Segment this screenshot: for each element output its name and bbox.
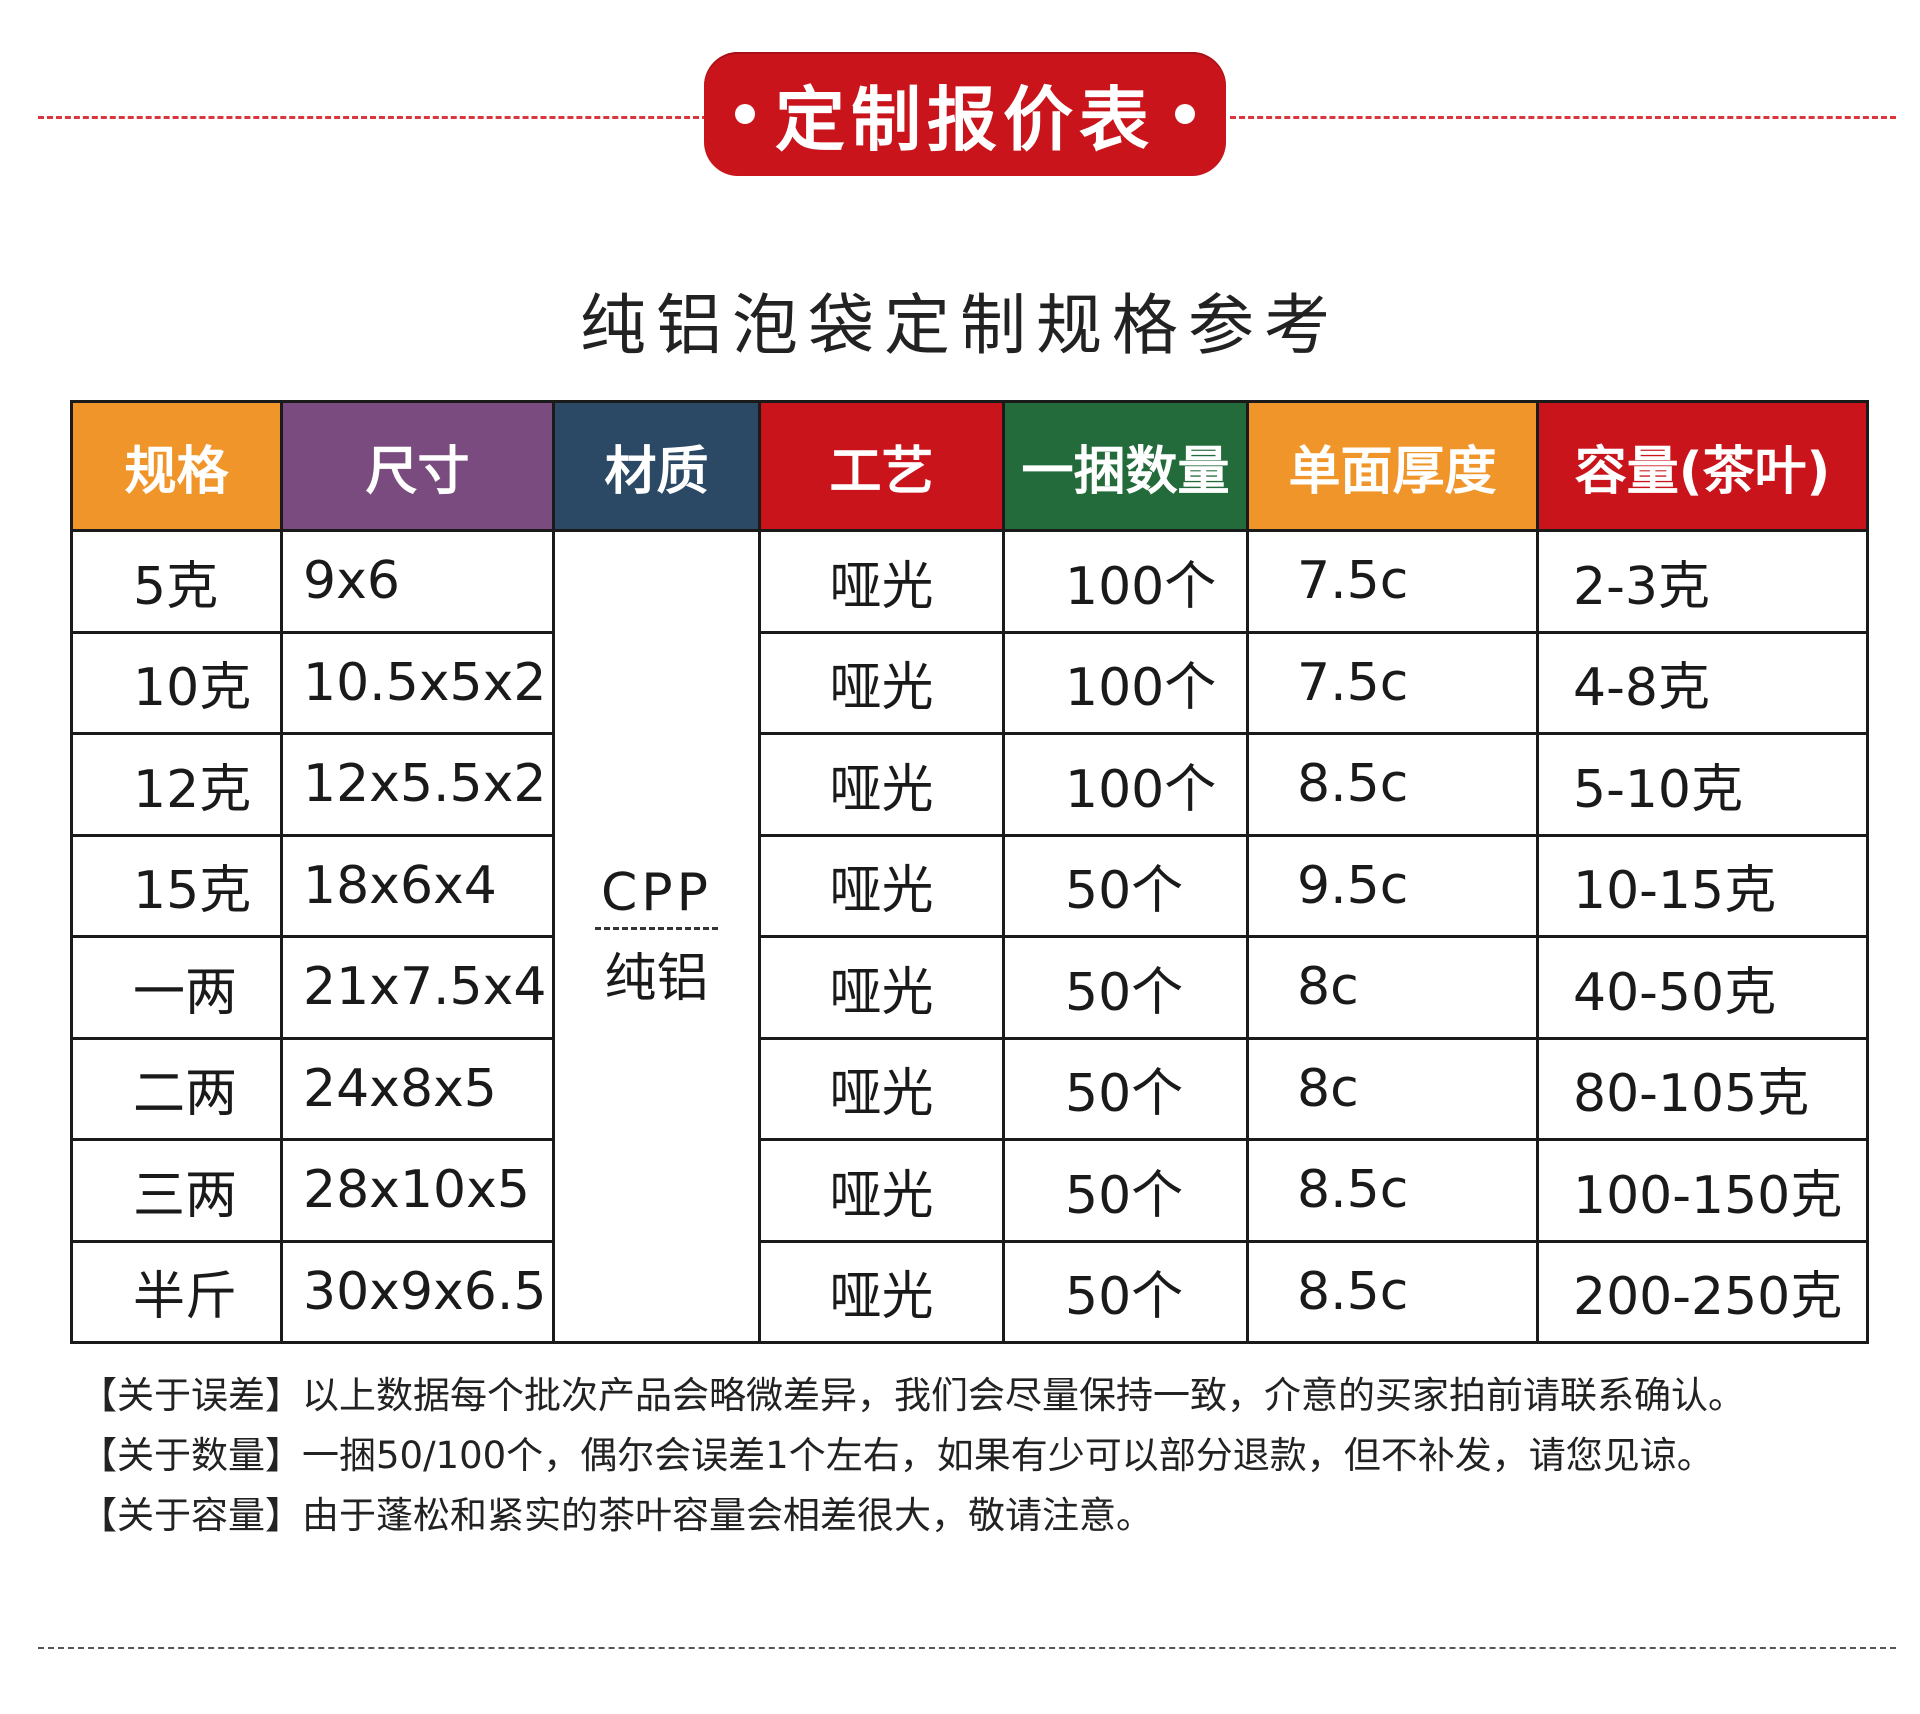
- cell-capacity: 200-250克: [1536, 1239, 1869, 1344]
- banner-title: 定制报价表: [775, 78, 1155, 161]
- cell-size: 28x10x5: [280, 1138, 555, 1243]
- cell-craft: 哑光: [758, 732, 1005, 837]
- header-material: 材质: [552, 400, 761, 532]
- cell-size: 10.5x5x2: [280, 630, 555, 735]
- cell-craft: 哑光: [758, 1036, 1005, 1141]
- cell-thickness: 8c: [1246, 1036, 1539, 1141]
- cell-spec: 5克: [70, 529, 283, 634]
- cell-size: 21x7.5x4: [280, 935, 555, 1040]
- spec-reference-title: 纯铝泡袋定制规格参考: [580, 287, 1340, 364]
- table-row: 10克 10.5x5x2 哑光 100个 7.5c 4-8克: [70, 630, 1869, 735]
- header-thickness: 单面厚度: [1246, 400, 1539, 532]
- cell-capacity: 10-15克: [1536, 833, 1869, 938]
- cell-size: 18x6x4: [280, 833, 555, 938]
- cell-quantity: 100个: [1002, 630, 1249, 735]
- bottom-divider: [38, 1647, 1896, 1649]
- cell-material: CPP 纯铝: [552, 529, 761, 1344]
- top-divider-left: [38, 116, 708, 119]
- cell-capacity: 2-3克: [1536, 529, 1869, 634]
- cell-capacity: 100-150克: [1536, 1138, 1869, 1243]
- cell-quantity: 100个: [1002, 732, 1249, 837]
- header-craft: 工艺: [758, 400, 1005, 532]
- cell-quantity: 50个: [1002, 1138, 1249, 1243]
- material-bottom: 纯铝: [604, 948, 709, 1009]
- cell-thickness: 8.5c: [1246, 1239, 1539, 1344]
- cell-quantity: 50个: [1002, 1239, 1249, 1344]
- cell-thickness: 7.5c: [1246, 529, 1539, 634]
- header-size: 尺寸: [280, 400, 555, 532]
- header-capacity: 容量(茶叶): [1536, 400, 1869, 532]
- cell-thickness: 9.5c: [1246, 833, 1539, 938]
- cell-size: 30x9x6.5: [280, 1239, 555, 1344]
- cell-spec: 一两: [70, 935, 283, 1040]
- table-row: 二两 24x8x5 哑光 50个 8c 80-105克: [70, 1036, 1869, 1141]
- cell-thickness: 8c: [1246, 935, 1539, 1040]
- header-bundle-quantity: 一捆数量: [1002, 400, 1249, 532]
- cell-quantity: 100个: [1002, 529, 1249, 634]
- table-row: 三两 28x10x5 哑光 50个 8.5c 100-150克: [70, 1138, 1869, 1243]
- cell-thickness: 8.5c: [1246, 1138, 1539, 1243]
- cell-quantity: 50个: [1002, 1036, 1249, 1141]
- cell-craft: 哑光: [758, 1138, 1005, 1243]
- table-row: 一两 21x7.5x4 哑光 50个 8c 40-50克: [70, 935, 1869, 1040]
- cell-craft: 哑光: [758, 935, 1005, 1040]
- bullet-dot-right: [1175, 104, 1195, 124]
- table-row: 15克 18x6x4 哑光 50个 9.5c 10-15克: [70, 833, 1869, 938]
- cell-spec: 12克: [70, 732, 283, 837]
- bullet-dot-left: [735, 104, 755, 124]
- cell-spec: 10克: [70, 630, 283, 735]
- cell-spec: 15克: [70, 833, 283, 938]
- note-capacity: 【关于容量】由于蓬松和紧实的茶叶容量会相差很大，敬请注意。: [80, 1494, 1153, 1537]
- top-divider-right: [1230, 116, 1896, 119]
- table-row: 5克 9x6 CPP 纯铝 哑光 100个 7.5c 2-3克: [70, 529, 1869, 1344]
- cell-spec: 半斤: [70, 1239, 283, 1344]
- cell-size: 24x8x5: [280, 1036, 555, 1141]
- cell-craft: 哑光: [758, 630, 1005, 735]
- cell-spec: 三两: [70, 1138, 283, 1243]
- cell-quantity: 50个: [1002, 833, 1249, 938]
- material-top: CPP: [594, 863, 719, 930]
- note-error: 【关于误差】以上数据每个批次产品会略微差异，我们会尽量保持一致，介意的买家拍前请…: [80, 1374, 1745, 1417]
- notes-section: 【关于误差】以上数据每个批次产品会略微差异，我们会尽量保持一致，介意的买家拍前请…: [80, 1366, 1880, 1546]
- header-spec: 规格: [70, 400, 283, 532]
- cell-quantity: 50个: [1002, 935, 1249, 1040]
- cell-size: 12x5.5x2: [280, 732, 555, 837]
- cell-craft: 哑光: [758, 833, 1005, 938]
- price-table-banner: 定制报价表: [704, 52, 1226, 176]
- cell-craft: 哑光: [758, 1239, 1005, 1344]
- cell-capacity: 5-10克: [1536, 732, 1869, 837]
- cell-capacity: 40-50克: [1536, 935, 1869, 1040]
- cell-thickness: 8.5c: [1246, 732, 1539, 837]
- cell-thickness: 7.5c: [1246, 630, 1539, 735]
- table-row: 半斤 30x9x6.5 哑光 50个 8.5c 200-250克: [70, 1239, 1869, 1344]
- table-row: 12克 12x5.5x2 哑光 100个 8.5c 5-10克: [70, 732, 1869, 837]
- cell-capacity: 4-8克: [1536, 630, 1869, 735]
- note-quantity: 【关于数量】一捆50/100个，偶尔会误差1个左右，如果有少可以部分退款，但不补…: [80, 1434, 1714, 1477]
- cell-spec: 二两: [70, 1036, 283, 1141]
- cell-capacity: 80-105克: [1536, 1036, 1869, 1141]
- cell-size: 9x6: [280, 529, 555, 634]
- table-header-row: 规格 尺寸 材质 工艺 一捆数量 单面厚度 容量(茶叶): [70, 400, 1869, 532]
- cell-craft: 哑光: [758, 529, 1005, 634]
- spec-table: 规格 尺寸 材质 工艺 一捆数量 单面厚度 容量(茶叶) 5克 9x6 CPP …: [70, 400, 1869, 1344]
